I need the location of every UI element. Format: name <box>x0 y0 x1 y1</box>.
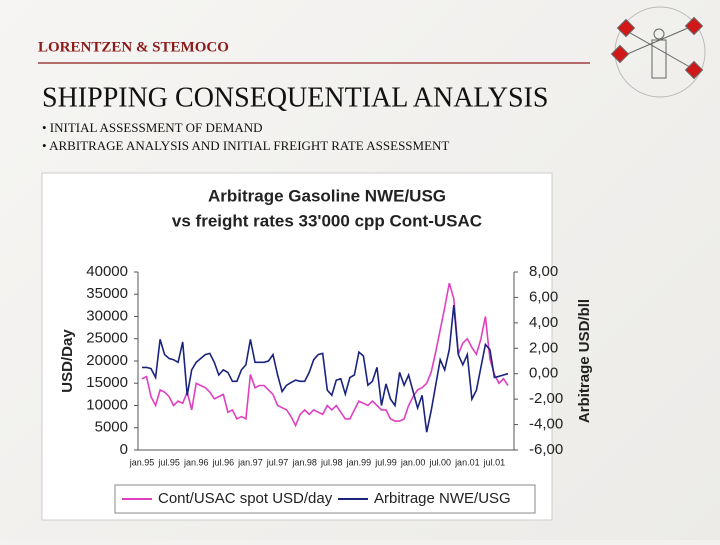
y2-tick-label: 2,00 <box>529 339 558 356</box>
y-tick-label: 15000 <box>86 374 128 391</box>
y2-tick-label: -2,00 <box>529 390 563 407</box>
series-line <box>142 305 509 433</box>
y2-tick-label: 6,00 <box>529 288 558 305</box>
bullet: • ARBITRAGE ANALYSIS AND INITIAL FREIGHT… <box>42 138 449 153</box>
x-tick-label: jul.98 <box>320 457 343 467</box>
series-line <box>141 282 509 428</box>
logo <box>610 6 706 98</box>
x-tick-label: jul.95 <box>157 457 180 467</box>
y-tick-label: 40000 <box>86 263 128 280</box>
x-tick-label: jan.98 <box>291 457 317 467</box>
chart-subtitle: vs freight rates 33'000 cpp Cont-USAC <box>172 211 482 230</box>
x-tick-label: jul.00 <box>428 457 451 467</box>
x-tick-label: jan.97 <box>237 457 263 467</box>
y-tick-label: 25000 <box>86 330 128 347</box>
y2-tick-label: 4,00 <box>529 314 558 331</box>
x-tick-label: jan.95 <box>129 457 155 467</box>
y-tick-label: 0 <box>120 441 128 458</box>
y-tick-label: 35000 <box>86 285 128 302</box>
legend-box <box>114 484 536 514</box>
x-tick-label: jul.99 <box>374 457 397 467</box>
chart-title: Arbitrage Gasoline NWE/USG <box>208 186 446 205</box>
slide-title: SHIPPING CONSEQUENTIAL ANALYSIS <box>42 82 548 113</box>
y2-tick-label: -6,00 <box>529 441 563 458</box>
y-tick-label: 10000 <box>86 396 128 413</box>
y-tick-label: 30000 <box>86 307 128 324</box>
x-tick-label: jul.01 <box>483 457 506 467</box>
y2-tick-label: -4,00 <box>529 416 563 433</box>
x-tick-label: jan.01 <box>454 457 480 467</box>
x-tick-label: jan.00 <box>400 457 426 467</box>
y2-tick-label: 8,00 <box>529 263 558 280</box>
y-axis-title: USD/Day <box>59 329 76 393</box>
y-tick-label: 20000 <box>86 352 128 369</box>
bullet: • INITIAL ASSESSMENT OF DEMAND <box>42 120 263 135</box>
x-tick-label: jul.97 <box>266 457 289 467</box>
legend-label: Arbitrage NWE/USG <box>374 490 511 507</box>
company: LORENTZEN & STEMOCO <box>38 39 229 55</box>
chart-panel <box>41 172 553 521</box>
x-tick-label: jan.99 <box>346 457 372 467</box>
y2-axis-title: Arbitrage USD/bll <box>576 299 593 423</box>
x-tick-label: jan.96 <box>183 457 209 467</box>
y2-tick-label: 0,00 <box>529 365 558 382</box>
x-tick-label: jul.96 <box>212 457 235 467</box>
legend-label: Cont/USAC spot USD/day <box>158 490 333 507</box>
y-tick-label: 5000 <box>95 419 128 436</box>
